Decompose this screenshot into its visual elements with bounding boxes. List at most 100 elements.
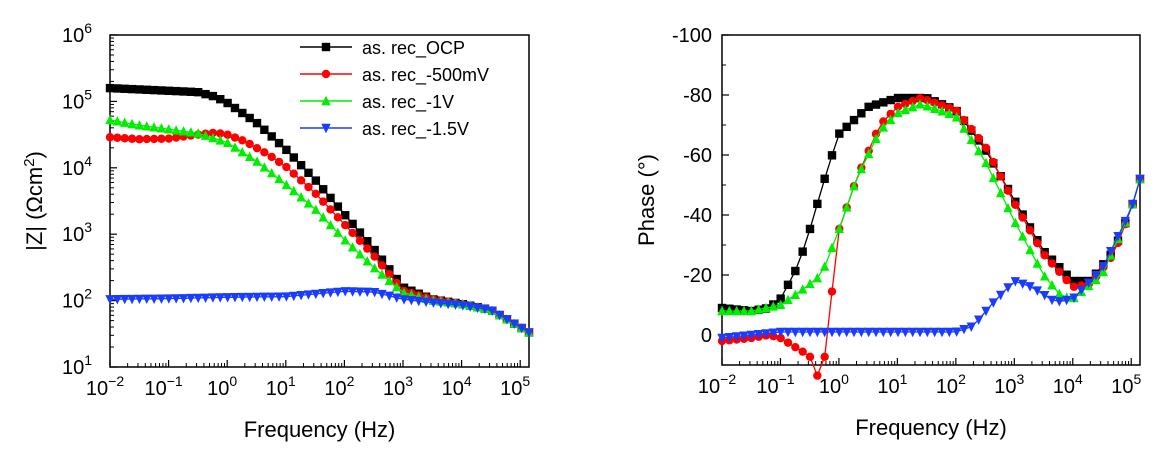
data-point <box>761 329 771 339</box>
data-point <box>267 152 276 162</box>
data-point <box>871 327 881 338</box>
data-point <box>1025 244 1035 255</box>
x-tick-label: 10−1 <box>144 373 182 400</box>
data-point <box>252 118 262 128</box>
data-point <box>399 287 409 298</box>
data-point <box>450 300 461 310</box>
data-point <box>798 247 807 256</box>
data-point <box>341 211 350 220</box>
data-point <box>995 290 1006 301</box>
data-point <box>142 85 151 94</box>
data-point <box>164 86 174 95</box>
data-point <box>988 172 999 183</box>
data-point <box>120 294 130 305</box>
data-point <box>105 83 115 93</box>
data-point <box>731 332 742 342</box>
x-tick-label: 102 <box>936 371 966 398</box>
data-point <box>812 327 823 338</box>
data-point <box>208 132 218 143</box>
data-point <box>171 133 181 142</box>
data-point <box>245 139 254 149</box>
data-point <box>289 291 299 302</box>
data-point <box>937 101 947 110</box>
plot-frame <box>109 34 530 368</box>
data-point <box>776 333 785 343</box>
data-point <box>790 289 801 300</box>
data-point <box>377 289 387 300</box>
data-point <box>857 109 866 118</box>
data-point <box>289 185 299 196</box>
x-tick-label: 105 <box>500 373 530 400</box>
data-point <box>355 236 365 245</box>
data-point <box>318 289 328 299</box>
data-point <box>1069 282 1079 291</box>
data-point <box>1025 226 1035 235</box>
data-point <box>215 293 225 303</box>
series-line <box>721 97 1141 378</box>
data-point <box>907 327 918 338</box>
data-point <box>340 287 350 297</box>
data-point <box>120 84 129 93</box>
data-point <box>326 193 335 203</box>
data-point <box>746 330 757 341</box>
data-point <box>879 98 888 107</box>
x-tick-label: 102 <box>324 373 354 400</box>
data-point <box>841 202 852 212</box>
data-point <box>186 127 196 137</box>
data-point <box>230 292 240 303</box>
data-point <box>753 304 764 314</box>
data-point <box>216 129 225 138</box>
data-point <box>886 95 895 105</box>
data-point <box>922 327 933 338</box>
data-point <box>724 333 735 343</box>
data-point <box>296 192 306 202</box>
data-point <box>805 278 815 288</box>
series-line <box>721 178 1141 339</box>
data-point <box>149 85 159 95</box>
data-point <box>827 327 837 338</box>
data-point <box>835 129 844 138</box>
data-point <box>245 113 254 123</box>
data-point <box>304 168 313 178</box>
data-point <box>149 122 159 132</box>
data-point <box>886 109 895 119</box>
data-point <box>120 117 130 127</box>
data-point <box>421 297 431 308</box>
data-point <box>915 94 925 103</box>
data-point <box>244 292 255 303</box>
data-point <box>900 327 911 338</box>
x-tick-label: 101 <box>877 371 907 398</box>
data-point <box>739 305 749 316</box>
data-point <box>135 135 144 144</box>
data-point <box>923 96 932 105</box>
data-point <box>842 122 851 132</box>
data-point <box>208 91 218 101</box>
y-tick-label: 103 <box>62 219 92 246</box>
data-point <box>1055 263 1064 272</box>
data-point <box>274 157 284 167</box>
data-point <box>731 305 742 316</box>
data-point <box>105 114 115 125</box>
data-point <box>274 173 284 184</box>
data-point <box>282 145 291 155</box>
data-point <box>915 327 925 338</box>
data-point <box>186 87 196 96</box>
data-point <box>472 303 483 313</box>
data-point <box>915 99 925 109</box>
data-point <box>776 294 785 303</box>
data-point <box>282 162 291 172</box>
data-point <box>827 242 837 252</box>
data-point <box>893 327 903 338</box>
y-tick-label: -60 <box>683 145 712 167</box>
data-point <box>252 143 262 153</box>
data-point <box>303 198 314 208</box>
x-tick-label: 103 <box>994 371 1024 398</box>
series-as. rec_-1.5V <box>717 174 1145 344</box>
impedance-modulus-plot: 10−2 10−1 100 101 102 103 104 105 101 102 103 104 10… <box>21 20 534 442</box>
data-point <box>790 327 801 338</box>
data-point <box>922 101 933 111</box>
data-point <box>973 145 984 156</box>
data-point <box>156 123 167 133</box>
data-point <box>775 327 786 338</box>
series-as. rec_-500mV <box>717 94 1145 380</box>
